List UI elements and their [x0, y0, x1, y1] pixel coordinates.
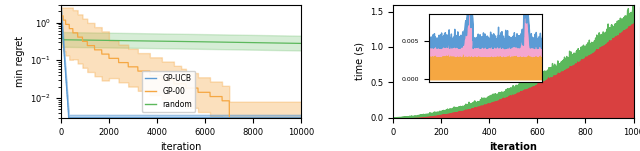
- Y-axis label: time (s): time (s): [355, 42, 365, 80]
- X-axis label: iteration: iteration: [490, 142, 537, 151]
- Y-axis label: min regret: min regret: [15, 36, 25, 87]
- X-axis label: iteration: iteration: [161, 142, 202, 151]
- Legend: GP-UCB, GP-00, random: GP-UCB, GP-00, random: [141, 71, 195, 112]
